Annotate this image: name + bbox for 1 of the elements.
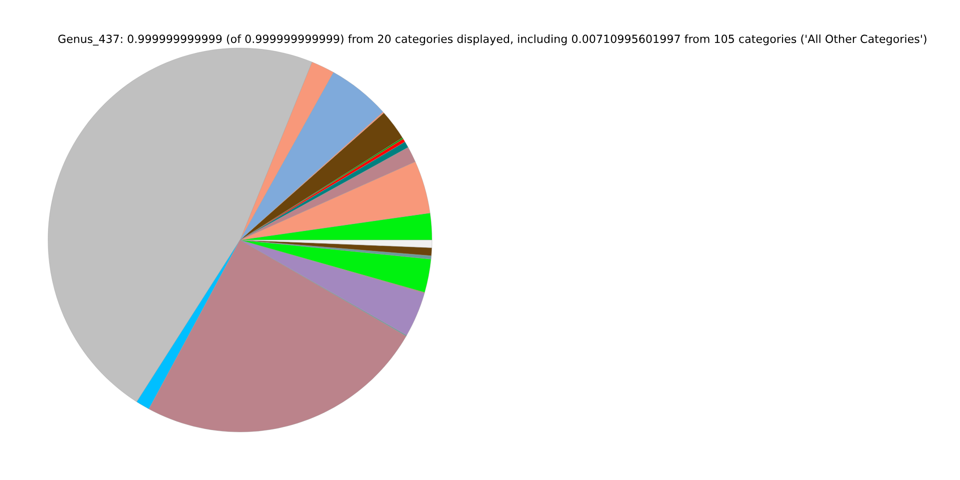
text: Genus_437: 0.999999999999 (of 0.999999999999) from 20 categories displayed, including 0.00710995601997 from 105 categories ('All Other Categories') [58, 34, 926, 46]
